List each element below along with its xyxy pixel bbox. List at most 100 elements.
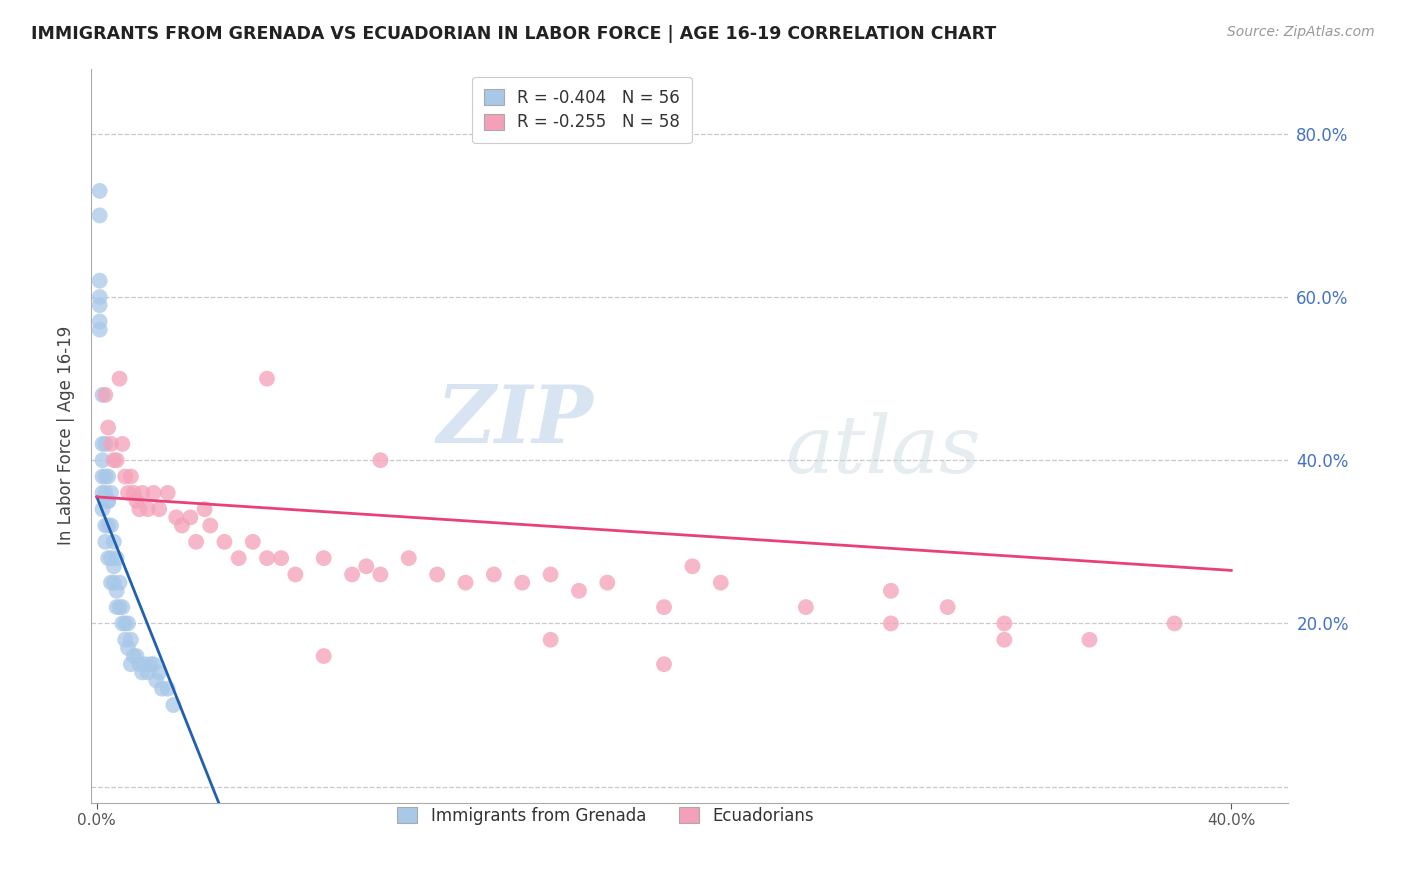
Point (97, 494, 120, 508)
Point (165, 510, 187, 524)
Point (103, 575, 125, 590)
Point (1078, 632, 1101, 647)
Point (200, 518, 222, 533)
Point (114, 469, 136, 483)
Point (111, 600, 134, 615)
Point (652, 657, 675, 672)
Point (370, 567, 392, 582)
Point (94, 388, 117, 402)
Point (117, 616, 139, 631)
Point (454, 575, 477, 590)
Point (340, 567, 363, 582)
Point (111, 616, 134, 631)
Point (94, 437, 117, 451)
Point (426, 567, 449, 582)
Point (131, 486, 153, 500)
Point (482, 567, 505, 582)
Point (97, 469, 120, 483)
Point (97, 518, 120, 533)
Point (100, 486, 122, 500)
Point (103, 453, 125, 467)
Point (398, 551, 420, 566)
Point (148, 665, 170, 680)
Point (94, 486, 117, 500)
Point (156, 681, 179, 696)
Point (145, 673, 167, 688)
Point (170, 518, 193, 533)
Point (91, 453, 114, 467)
Point (134, 657, 156, 672)
Text: atlas: atlas (786, 412, 981, 489)
Point (256, 551, 278, 566)
Point (142, 486, 165, 500)
Text: Source: ZipAtlas.com: Source: ZipAtlas.com (1227, 25, 1375, 39)
Point (89, 184, 111, 198)
Point (179, 510, 201, 524)
Point (136, 665, 159, 680)
Point (242, 534, 264, 549)
Point (89, 290, 111, 304)
Point (880, 583, 903, 598)
Point (652, 600, 675, 615)
Point (89, 314, 111, 328)
Point (936, 600, 959, 615)
Point (156, 486, 179, 500)
Point (91, 469, 114, 483)
Point (125, 649, 148, 664)
Point (97, 494, 120, 508)
Legend: Immigrants from Grenada, Ecuadorians: Immigrants from Grenada, Ecuadorians (387, 797, 824, 835)
Y-axis label: In Labor Force | Age 16-19: In Labor Force | Age 16-19 (58, 326, 75, 545)
Point (114, 616, 136, 631)
Point (540, 632, 562, 647)
Point (94, 534, 117, 549)
Point (91, 486, 114, 500)
Point (94, 518, 117, 533)
Point (139, 657, 162, 672)
Point (100, 437, 122, 451)
Point (880, 616, 903, 631)
Point (228, 551, 250, 566)
Point (142, 657, 165, 672)
Point (540, 567, 562, 582)
Point (993, 632, 1015, 647)
Point (710, 575, 733, 590)
Point (91, 502, 114, 516)
Point (256, 371, 278, 385)
Point (214, 534, 236, 549)
Point (117, 486, 139, 500)
Point (312, 649, 335, 664)
Point (111, 437, 134, 451)
Point (91, 388, 114, 402)
Point (117, 640, 139, 655)
Point (97, 420, 120, 434)
Point (97, 551, 120, 566)
Point (993, 616, 1015, 631)
Point (136, 502, 159, 516)
Point (100, 575, 122, 590)
Point (89, 298, 111, 312)
Point (794, 600, 817, 615)
Point (1163, 616, 1185, 631)
Point (131, 665, 153, 680)
Point (125, 494, 148, 508)
Point (128, 502, 150, 516)
Point (108, 575, 131, 590)
Point (194, 502, 217, 516)
Text: IMMIGRANTS FROM GRENADA VS ECUADORIAN IN LABOR FORCE | AGE 16-19 CORRELATION CHA: IMMIGRANTS FROM GRENADA VS ECUADORIAN IN… (31, 25, 997, 43)
Point (128, 657, 150, 672)
Point (354, 559, 377, 574)
Point (105, 551, 128, 566)
Point (120, 632, 142, 647)
Point (103, 559, 125, 574)
Point (596, 575, 619, 590)
Point (100, 518, 122, 533)
Point (103, 534, 125, 549)
Point (120, 657, 142, 672)
Point (122, 649, 145, 664)
Point (681, 559, 703, 574)
Point (105, 583, 128, 598)
Point (114, 632, 136, 647)
Point (184, 534, 207, 549)
Point (510, 575, 533, 590)
Point (89, 274, 111, 288)
